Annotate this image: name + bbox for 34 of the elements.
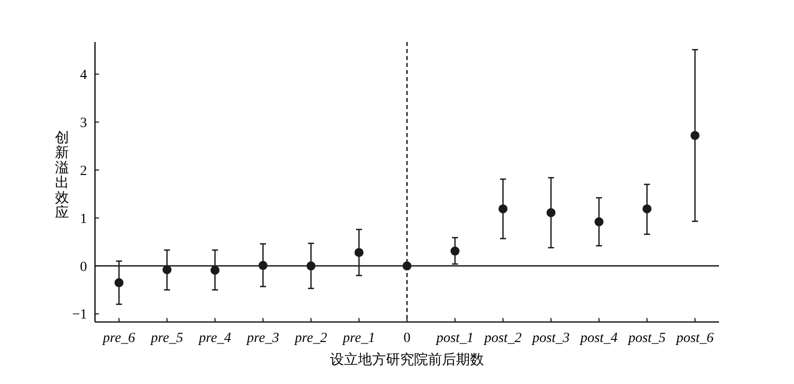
x-tick-label: pre_6 bbox=[102, 331, 136, 346]
x-tick-label: post_2 bbox=[483, 331, 522, 346]
point bbox=[162, 265, 172, 274]
point bbox=[306, 261, 316, 270]
x-tick-label: pre_5 bbox=[150, 331, 184, 346]
point bbox=[402, 261, 412, 270]
point bbox=[594, 217, 604, 226]
x-tick-label: pre_3 bbox=[246, 331, 280, 346]
point bbox=[210, 266, 220, 275]
point bbox=[642, 204, 652, 214]
x-tick-label: pre_2 bbox=[294, 331, 328, 346]
x-tick-label: 0 bbox=[404, 331, 410, 346]
x-axis-title: 设立地方研究院前后期数 bbox=[330, 352, 484, 368]
y-tick-label: −1 bbox=[72, 308, 87, 323]
x-tick-label: post_6 bbox=[675, 331, 714, 346]
point bbox=[450, 246, 460, 256]
point bbox=[258, 260, 268, 270]
y-tick-label: 4 bbox=[80, 68, 87, 84]
point bbox=[546, 208, 556, 218]
point bbox=[114, 278, 124, 288]
y-tick-label: 3 bbox=[80, 116, 87, 131]
x-tick-label: post_4 bbox=[579, 331, 618, 346]
x-tick-label: post_3 bbox=[531, 331, 570, 346]
y-tick-label: 0 bbox=[80, 260, 87, 275]
x-tick-label: pre_1 bbox=[342, 331, 376, 346]
x-tick-label: post_5 bbox=[627, 331, 666, 346]
point bbox=[690, 130, 700, 140]
y-tick-label: 1 bbox=[80, 212, 87, 227]
point bbox=[498, 204, 508, 214]
y-tick-label: 2 bbox=[80, 164, 87, 179]
x-tick-label: post_1 bbox=[435, 331, 474, 346]
y-axis-title: 创新溢出效应 bbox=[55, 130, 69, 221]
x-tick-label: pre_4 bbox=[198, 331, 232, 346]
point bbox=[354, 248, 364, 257]
